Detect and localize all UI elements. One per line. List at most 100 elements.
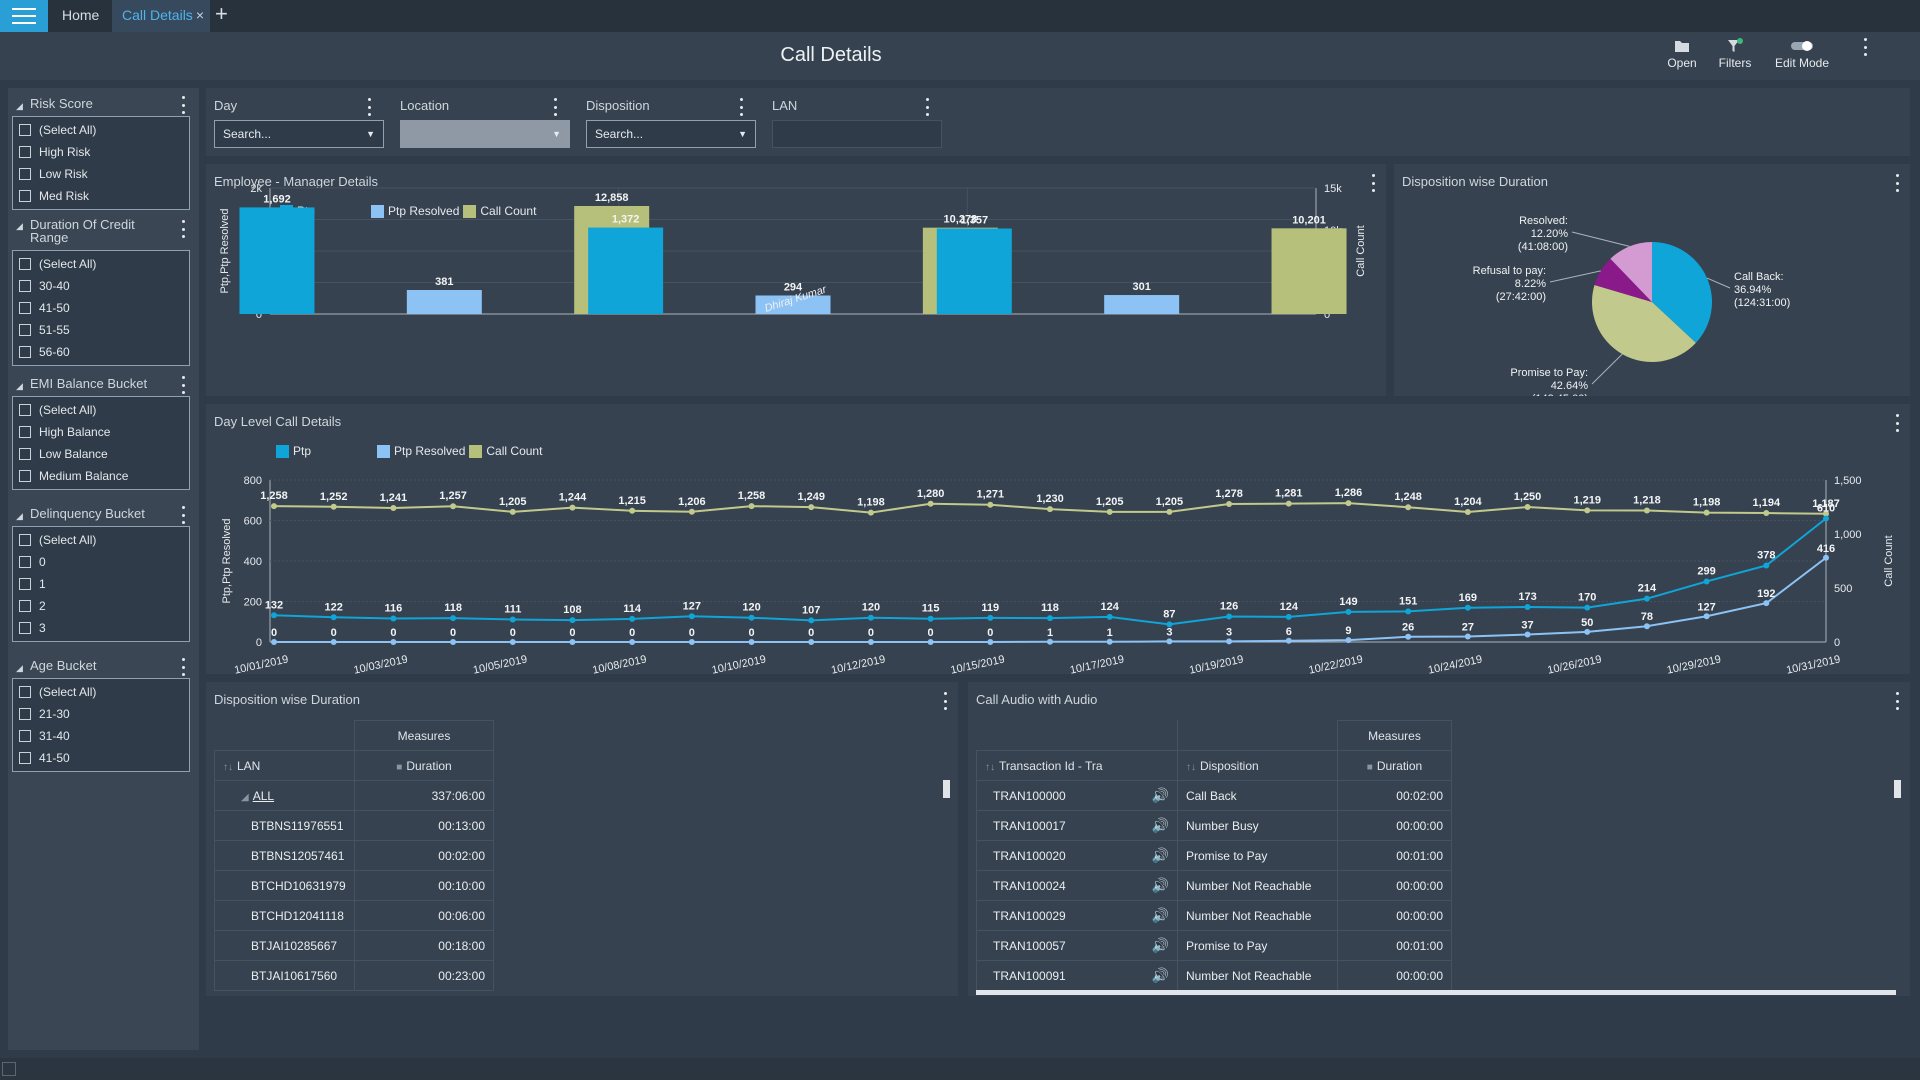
sort-icon[interactable]: ↑↓ <box>1185 761 1196 773</box>
list-item[interactable]: 56-60 <box>13 341 189 363</box>
legend-item-ptp[interactable]: Ptp <box>276 444 311 458</box>
legend-item-call-count[interactable]: Call Count <box>469 444 542 458</box>
speaker-icon[interactable]: 🔊 <box>1151 967 1169 983</box>
panel-options-icon[interactable] <box>1370 174 1376 192</box>
list-item[interactable]: (Select All) <box>13 119 189 141</box>
tab-home[interactable]: Home <box>62 7 100 23</box>
checkbox[interactable] <box>19 686 31 698</box>
day-dropdown[interactable]: Search... ▼ <box>214 120 384 148</box>
checkbox[interactable] <box>19 258 31 270</box>
checkbox[interactable] <box>19 578 31 590</box>
tab-call-details[interactable]: Call Details × <box>112 0 210 32</box>
collapse-icon[interactable]: ◢ <box>241 791 249 803</box>
transaction-column-header[interactable]: ↑↓ Transaction Id - Tra <box>976 750 1178 781</box>
list-item[interactable]: (Select All) <box>13 253 189 275</box>
list-item[interactable]: 2 <box>13 595 189 617</box>
checkbox[interactable] <box>19 622 31 634</box>
list-item[interactable]: 0 <box>13 551 189 573</box>
sort-icon[interactable]: ↑↓ <box>985 761 995 773</box>
list-item[interactable]: Low Balance <box>13 443 189 465</box>
all-row-label[interactable]: ◢ ALL <box>214 780 355 811</box>
checkbox[interactable] <box>19 426 31 438</box>
sort-icon[interactable]: ↑↓ <box>223 761 233 773</box>
list-item[interactable]: 51-55 <box>13 319 189 341</box>
filter-options-icon[interactable] <box>180 506 186 524</box>
vertical-scrollbar[interactable] <box>1894 780 1901 798</box>
close-tab-icon[interactable]: × <box>195 7 204 23</box>
checkbox[interactable] <box>19 600 31 612</box>
more-options-icon[interactable] <box>1862 38 1868 56</box>
panel-options-icon[interactable] <box>1894 692 1900 710</box>
list-item[interactable]: 30-40 <box>13 275 189 297</box>
list-item[interactable]: (Select All) <box>13 681 189 703</box>
checkbox[interactable] <box>19 302 31 314</box>
checkbox[interactable] <box>19 470 31 482</box>
collapse-icon[interactable]: ◢ <box>16 101 23 111</box>
checkbox[interactable] <box>19 324 31 336</box>
checkbox[interactable] <box>19 708 31 720</box>
speaker-icon[interactable]: 🔊 <box>1151 847 1169 863</box>
checkbox[interactable] <box>19 168 31 180</box>
list-item[interactable]: Low Risk <box>13 163 189 185</box>
disposition-options-icon[interactable] <box>738 98 744 116</box>
legend-item-ptp-resolved[interactable]: Ptp Resolved <box>377 444 465 458</box>
checkbox[interactable] <box>19 146 31 158</box>
checkbox[interactable] <box>19 346 31 358</box>
lan-options-icon[interactable] <box>924 98 930 116</box>
lan-column-header[interactable]: ↑↓ LAN <box>214 750 355 781</box>
panel-options-icon[interactable] <box>942 692 948 710</box>
vertical-scrollbar[interactable] <box>943 780 950 798</box>
location-dropdown[interactable]: ▼ <box>400 120 570 148</box>
disposition-dropdown[interactable]: Search... ▼ <box>586 120 756 148</box>
list-item[interactable]: (Select All) <box>13 399 189 421</box>
legend-item-ptp-resolved[interactable]: Ptp Resolved <box>371 204 459 218</box>
checkbox[interactable] <box>19 730 31 742</box>
checkbox[interactable] <box>19 534 31 546</box>
speaker-icon[interactable]: 🔊 <box>1151 907 1169 923</box>
list-item[interactable]: 41-50 <box>13 747 189 769</box>
location-options-icon[interactable] <box>552 98 558 116</box>
list-item[interactable]: High Balance <box>13 421 189 443</box>
list-item[interactable]: Med Risk <box>13 185 189 207</box>
checkbox[interactable] <box>19 752 31 764</box>
checkbox[interactable] <box>19 556 31 568</box>
disposition-column-header[interactable]: ↑↓ Disposition <box>1176 750 1338 781</box>
open-button[interactable]: Open <box>1665 36 1699 70</box>
lan-input[interactable] <box>772 120 942 148</box>
speaker-icon[interactable]: 🔊 <box>1151 787 1169 803</box>
filter-options-icon[interactable] <box>180 96 186 114</box>
checkbox[interactable] <box>19 124 31 136</box>
filter-options-icon[interactable] <box>180 220 186 238</box>
list-item[interactable]: High Risk <box>13 141 189 163</box>
filter-options-icon[interactable] <box>180 658 186 676</box>
collapse-icon[interactable]: ◢ <box>16 663 23 673</box>
speaker-icon[interactable]: 🔊 <box>1151 877 1169 893</box>
speaker-icon[interactable]: 🔊 <box>1151 937 1169 953</box>
panel-options-icon[interactable] <box>1894 174 1900 192</box>
collapse-icon[interactable]: ◢ <box>16 221 23 231</box>
filters-button[interactable]: Filters <box>1716 36 1754 70</box>
duration-column-header[interactable]: ■ Duration <box>1336 750 1453 781</box>
checkbox[interactable] <box>19 280 31 292</box>
collapse-icon[interactable]: ◢ <box>16 511 23 521</box>
legend-item-call-count[interactable]: Call Count <box>463 204 536 218</box>
horizontal-scrollbar[interactable] <box>976 990 1896 995</box>
checkbox[interactable] <box>19 448 31 460</box>
speaker-icon[interactable]: 🔊 <box>1151 817 1169 833</box>
list-item[interactable]: 31-40 <box>13 725 189 747</box>
hamburger-menu-icon[interactable] <box>0 0 48 32</box>
panel-options-icon[interactable] <box>1894 414 1900 432</box>
filter-options-icon[interactable] <box>180 376 186 394</box>
list-item[interactable]: 1 <box>13 573 189 595</box>
duration-column-header[interactable]: ■ Duration <box>354 750 494 781</box>
list-item[interactable]: 41-50 <box>13 297 189 319</box>
collapse-icon[interactable]: ◢ <box>16 381 23 391</box>
checkbox[interactable] <box>19 190 31 202</box>
list-item[interactable]: 3 <box>13 617 189 639</box>
checkbox[interactable] <box>19 404 31 416</box>
day-options-icon[interactable] <box>366 98 372 116</box>
list-item[interactable]: 21-30 <box>13 703 189 725</box>
list-item[interactable]: Medium Balance <box>13 465 189 487</box>
list-item[interactable]: (Select All) <box>13 529 189 551</box>
edit-mode-button[interactable]: Edit Mode <box>1772 36 1832 70</box>
